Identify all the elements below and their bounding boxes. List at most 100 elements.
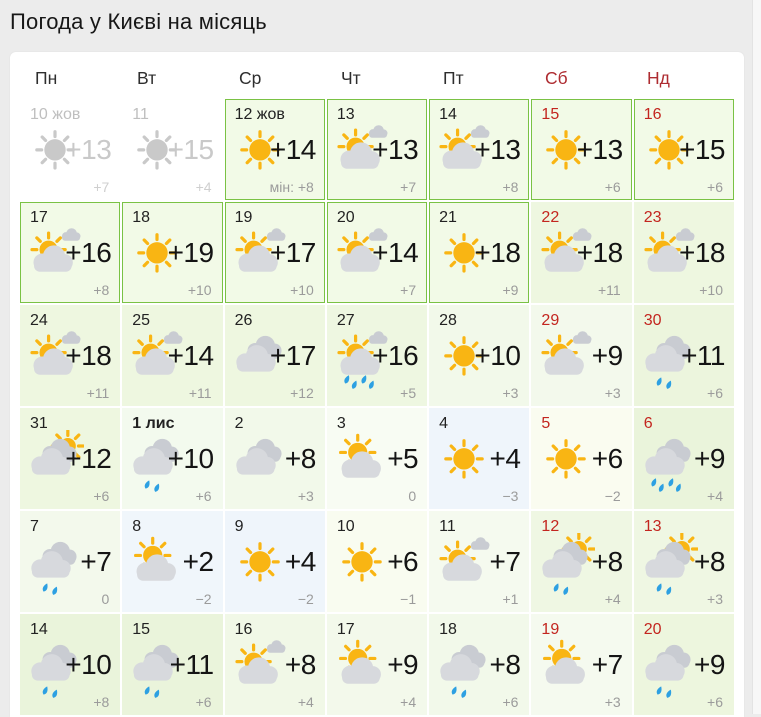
min-temp: −3 bbox=[502, 488, 519, 504]
day-cell[interactable]: 11 +15 +4 bbox=[122, 99, 223, 200]
min-temp: +7 bbox=[93, 179, 110, 195]
day-number: 30 bbox=[643, 312, 662, 329]
day-number: 3 bbox=[336, 415, 346, 432]
day-number: 14 bbox=[30, 621, 48, 638]
day-cell[interactable]: 6 +9 +4 bbox=[633, 408, 734, 509]
sun-cloud-small-icon bbox=[537, 327, 595, 389]
day-cell[interactable]: 19 +17 +10 bbox=[224, 202, 325, 303]
min-temp: +3 bbox=[297, 488, 314, 504]
day-cell[interactable]: 13 +8 +3 bbox=[633, 511, 734, 612]
day-number: 24 bbox=[30, 312, 48, 329]
min-temp: +12 bbox=[290, 385, 314, 401]
day-cell[interactable]: 21 +18 +9 bbox=[429, 202, 530, 303]
day-number: 10 жов bbox=[30, 106, 81, 123]
day-cell[interactable]: 12 +8 +4 bbox=[531, 511, 632, 612]
sun-icon bbox=[435, 327, 493, 389]
day-cell[interactable]: 26 +17 +12 bbox=[224, 305, 325, 406]
day-cell[interactable]: 10 +6 −1 bbox=[326, 511, 428, 612]
max-temp: +17 bbox=[269, 340, 317, 371]
day-cell[interactable]: 3 +5 0 bbox=[326, 408, 428, 509]
day-cell[interactable]: 16 +15 +6 bbox=[633, 99, 734, 200]
day-number: 22 bbox=[541, 209, 560, 226]
max-temp: +15 bbox=[167, 134, 215, 165]
min-temp: мін: +8 bbox=[269, 179, 314, 195]
min-temp: +7 bbox=[400, 282, 417, 298]
sun-icon bbox=[435, 224, 493, 286]
day-cell[interactable]: 11 +7 +1 bbox=[429, 511, 530, 612]
min-temp: +6 bbox=[195, 694, 212, 710]
min-temp: +11 bbox=[86, 385, 110, 401]
day-cell[interactable]: 12 жов +14 мін: +8 bbox=[224, 99, 325, 200]
day-cell[interactable]: 23 +18 +10 bbox=[633, 202, 734, 303]
day-cell[interactable]: 22 +18 +11 bbox=[531, 202, 632, 303]
min-temp: +4 bbox=[195, 179, 212, 195]
max-temp: +16 bbox=[65, 237, 112, 268]
sun-bigcloud-icon bbox=[537, 636, 595, 698]
day-cell[interactable]: 14 +10 +8 bbox=[20, 614, 121, 715]
max-temp: +18 bbox=[474, 237, 521, 268]
day-cell[interactable]: 19 +7 +3 bbox=[531, 614, 632, 715]
day-cell[interactable]: 9 +4 −2 bbox=[224, 511, 325, 612]
sun-cloud-small-icon bbox=[333, 224, 391, 286]
day-cell[interactable]: 27 +16 +5 bbox=[326, 305, 428, 406]
day-cell[interactable]: 15 +11 +6 bbox=[122, 614, 223, 715]
max-temp: +13 bbox=[65, 134, 112, 165]
day-cell[interactable]: 25 +14 +11 bbox=[122, 305, 223, 406]
day-number: 9 bbox=[234, 518, 244, 535]
day-number: 7 bbox=[30, 518, 39, 535]
clouds-icon bbox=[231, 430, 289, 492]
sun-icon bbox=[537, 121, 595, 183]
day-cell[interactable]: 2 +8 +3 bbox=[224, 408, 325, 509]
day-cell[interactable]: 20 +14 +7 bbox=[326, 202, 428, 303]
max-temp: +14 bbox=[372, 237, 419, 268]
day-cell[interactable]: 8 +2 −2 bbox=[122, 511, 223, 612]
day-cell[interactable]: 20 +9 +6 bbox=[633, 614, 734, 715]
day-number: 21 bbox=[439, 209, 457, 226]
day-cell[interactable]: 4 +4 −3 bbox=[429, 408, 530, 509]
min-temp: +10 bbox=[699, 282, 723, 298]
clouds-rain-icon bbox=[26, 636, 84, 698]
min-temp: −2 bbox=[195, 591, 212, 607]
max-temp: +9 bbox=[694, 443, 725, 474]
min-temp: +6 bbox=[93, 488, 110, 504]
sun-bigcloud-icon bbox=[128, 533, 186, 595]
day-cell[interactable]: 10 жов +13 +7 bbox=[20, 99, 121, 200]
day-cell[interactable]: 13 +13 +7 bbox=[326, 99, 428, 200]
day-cell[interactable]: 17 +9 +4 bbox=[326, 614, 428, 715]
clouds-rain-icon bbox=[435, 636, 493, 698]
weekday-header: Пн Вт Ср Чт Пт Сб Нд bbox=[10, 52, 744, 99]
day-cell[interactable]: 31 +12 +6 bbox=[20, 408, 121, 509]
max-temp: +12 bbox=[65, 443, 112, 474]
scrollbar-track[interactable] bbox=[752, 0, 761, 714]
min-temp: +6 bbox=[604, 179, 621, 195]
sun-cloud-small-icon bbox=[435, 533, 493, 595]
min-temp: +10 bbox=[187, 282, 212, 298]
day-cell[interactable]: 18 +8 +6 bbox=[429, 614, 530, 715]
day-number: 4 bbox=[439, 415, 449, 432]
max-temp: +13 bbox=[474, 134, 521, 165]
weekday-label: Пн bbox=[35, 68, 58, 88]
day-cell[interactable]: 5 +6 −2 bbox=[531, 408, 632, 509]
day-cell[interactable]: 7 +7 0 bbox=[20, 511, 121, 612]
sun-cloud-small-icon bbox=[128, 327, 186, 389]
day-cell[interactable]: 17 +16 +8 bbox=[20, 202, 121, 303]
day-number: 11 bbox=[132, 106, 149, 123]
day-cell[interactable]: 1 лис +10 +6 bbox=[122, 408, 223, 509]
day-number: 8 bbox=[132, 518, 142, 535]
max-temp: +11 bbox=[169, 649, 214, 680]
day-cell[interactable]: 15 +13 +6 bbox=[531, 99, 632, 200]
day-cell[interactable]: 24 +18 +11 bbox=[20, 305, 121, 406]
sun-icon bbox=[640, 121, 698, 183]
day-number: 15 bbox=[132, 621, 151, 638]
min-temp: +11 bbox=[597, 282, 621, 298]
day-cell[interactable]: 29 +9 +3 bbox=[531, 305, 632, 406]
day-cell[interactable]: 28 +10 +3 bbox=[429, 305, 530, 406]
day-cell[interactable]: 14 +13 +8 bbox=[429, 99, 530, 200]
page-title: Погода у Києві на місяць bbox=[10, 9, 267, 34]
clouds-rain-icon bbox=[640, 327, 698, 389]
day-cell[interactable]: 30 +11 +6 bbox=[633, 305, 734, 406]
day-cell[interactable]: 18 +19 +10 bbox=[122, 202, 223, 303]
max-temp: +8 bbox=[284, 649, 316, 680]
day-cell[interactable]: 16 +8 +4 bbox=[224, 614, 325, 715]
max-temp: +15 bbox=[678, 134, 726, 165]
